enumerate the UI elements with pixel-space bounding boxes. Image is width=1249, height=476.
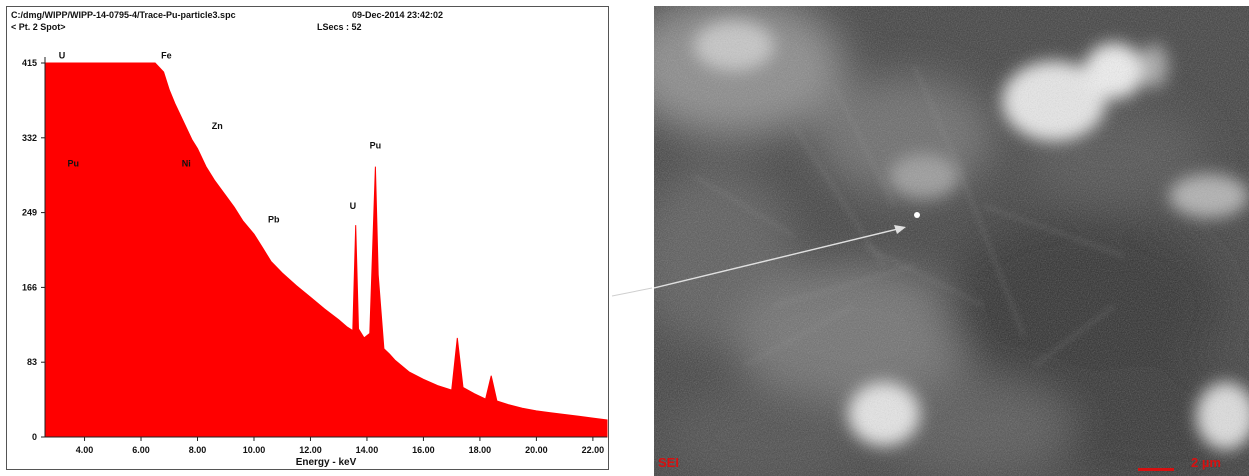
sem-detector-label: SEI <box>658 455 679 470</box>
sem-micrograph: SEI 2 µm <box>654 6 1249 476</box>
spectrum-area <box>44 62 608 438</box>
eds-spectrum-panel: C:/dmg/WIPP/WIPP-14-0795-4/Trace-Pu-part… <box>6 6 609 470</box>
scale-bar-label: 2 µm <box>1191 455 1221 470</box>
y-tick-label: 166 <box>22 282 37 292</box>
pointer-arrow <box>654 227 903 289</box>
spectrum-spot: < Pt. 2 Spot> <box>11 22 66 32</box>
x-tick-label: 14.00 <box>356 445 379 455</box>
peak-label: Pu <box>67 159 79 169</box>
y-tick-label: 415 <box>22 58 37 68</box>
peak-label: U <box>59 50 66 60</box>
peak-label: Zn <box>212 121 223 131</box>
peak-label: Pb <box>268 215 280 225</box>
spectrum-live-seconds: LSecs : 52 <box>317 22 362 32</box>
x-tick-label: 16.00 <box>412 445 435 455</box>
particle-spot <box>914 212 920 218</box>
x-tick-label: 20.00 <box>525 445 548 455</box>
y-tick-label: 332 <box>22 133 37 143</box>
peak-label: Fe <box>161 50 172 60</box>
x-tick-label: 4.00 <box>76 445 94 455</box>
arrow-head-icon <box>894 225 906 234</box>
x-axis-label: Energy - keV <box>296 457 357 468</box>
y-tick-label: 0 <box>32 432 37 442</box>
x-tick-label: 8.00 <box>189 445 207 455</box>
y-tick-label: 83 <box>27 357 37 367</box>
x-tick-label: 12.00 <box>299 445 322 455</box>
scale-bar <box>1138 468 1174 471</box>
x-tick-label: 22.00 <box>582 445 605 455</box>
peak-label: Pu <box>370 141 382 151</box>
peak-label: U <box>350 201 357 211</box>
x-tick-label: 18.00 <box>469 445 492 455</box>
sem-image-texture <box>654 6 1249 476</box>
y-tick-label: 249 <box>22 208 37 218</box>
peak-label: Ni <box>182 159 191 169</box>
x-tick-label: 10.00 <box>243 445 266 455</box>
spectrum-chart: 0 83 166 249 332 415 4.00 6.00 8.00 10.00 12.00 14.… <box>22 50 608 468</box>
spectrum-date: 09-Dec-2014 23:42:02 <box>352 10 444 20</box>
spectrum-file-path: C:/dmg/WIPP/WIPP-14-0795-4/Trace-Pu-part… <box>11 10 236 20</box>
x-tick-label: 6.00 <box>132 445 150 455</box>
